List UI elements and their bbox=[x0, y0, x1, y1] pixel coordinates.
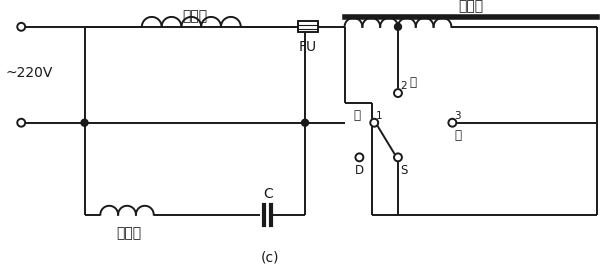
Circle shape bbox=[356, 153, 363, 161]
Text: D: D bbox=[355, 164, 364, 177]
Circle shape bbox=[448, 119, 456, 127]
Text: 低: 低 bbox=[454, 129, 461, 142]
Circle shape bbox=[370, 119, 378, 127]
Text: 1: 1 bbox=[376, 111, 383, 121]
Text: 3: 3 bbox=[454, 111, 461, 121]
Circle shape bbox=[17, 119, 25, 127]
Text: (c): (c) bbox=[261, 250, 279, 264]
Text: 主绕组: 主绕组 bbox=[182, 9, 208, 23]
Circle shape bbox=[81, 119, 88, 126]
Text: C: C bbox=[263, 187, 273, 201]
Text: 副绕组: 副绕组 bbox=[117, 227, 142, 241]
Text: S: S bbox=[400, 164, 407, 177]
Circle shape bbox=[394, 89, 402, 97]
Circle shape bbox=[301, 119, 308, 126]
Circle shape bbox=[394, 153, 402, 161]
Text: 2: 2 bbox=[400, 81, 406, 91]
Text: ~220V: ~220V bbox=[6, 66, 53, 80]
Text: FU: FU bbox=[299, 40, 317, 54]
Circle shape bbox=[395, 23, 402, 30]
Bar bbox=[298, 21, 318, 32]
Circle shape bbox=[17, 23, 25, 31]
Text: 电抗器: 电抗器 bbox=[458, 0, 483, 13]
Text: 中: 中 bbox=[410, 76, 417, 89]
Text: 高: 高 bbox=[354, 109, 360, 122]
